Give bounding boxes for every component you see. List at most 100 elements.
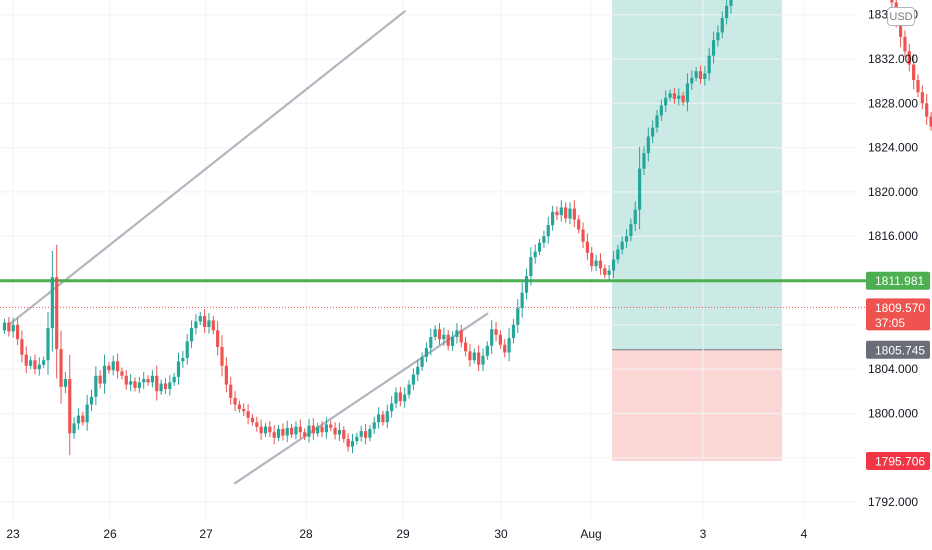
currency-selector[interactable]: USD: [887, 7, 915, 26]
candle-body: [912, 64, 916, 81]
candle-body: [163, 383, 168, 390]
candle-body: [346, 438, 350, 447]
candle-body: [224, 365, 228, 385]
position-profit-zone[interactable]: [612, 0, 782, 350]
last-price-badge-text: 1809.570: [875, 301, 925, 315]
candle-body: [359, 431, 363, 437]
candle-body: [416, 366, 420, 375]
candle-body: [616, 249, 620, 260]
candle-body: [899, 19, 903, 37]
candle-body: [633, 209, 637, 225]
level-price-badge[interactable]: [866, 271, 930, 290]
candle-body: [355, 436, 359, 442]
candle-body: [407, 384, 411, 395]
candle-body: [20, 339, 24, 355]
candle-body: [68, 379, 72, 434]
candle-body: [450, 336, 455, 346]
x-axis-tick-label: 23: [6, 527, 20, 541]
candle-body: [2, 322, 7, 331]
candle-body: [81, 415, 85, 423]
entry-price-badge-text: 1805.745: [875, 343, 925, 357]
candle-body: [33, 360, 37, 370]
candle-body: [333, 427, 337, 435]
candle-body: [76, 415, 81, 424]
candle-body: [285, 427, 289, 436]
candle-body: [690, 77, 694, 84]
candle-body: [577, 219, 581, 230]
candle-body: [11, 324, 15, 332]
candle-body: [442, 334, 446, 340]
candle-body: [546, 225, 550, 237]
candle-body: [220, 346, 224, 366]
candle-body: [233, 397, 237, 405]
candle-body: [303, 432, 307, 437]
entry-price-badge[interactable]: [866, 340, 930, 359]
y-axis-tick-label: 1792.000: [868, 495, 918, 509]
candle-body: [433, 329, 437, 337]
last-price-badge[interactable]: [866, 298, 930, 331]
candle-body: [372, 422, 376, 429]
candle-body: [176, 361, 181, 377]
candle-body: [350, 441, 355, 447]
candle-body: [85, 404, 89, 423]
candle-body: [694, 71, 698, 78]
candle-body: [129, 381, 133, 385]
y-axis-tick-label: 1800.000: [868, 406, 918, 420]
candle-body: [651, 127, 655, 137]
candle-body: [89, 396, 94, 405]
candle-body: [246, 411, 250, 418]
stop-price-badge[interactable]: [866, 451, 930, 470]
candle-body: [711, 40, 716, 56]
candle-body: [94, 375, 98, 397]
last-price-badge-text: 37:05: [875, 316, 905, 330]
candle-body: [394, 392, 398, 404]
candle-body: [716, 32, 720, 41]
candle-body: [290, 427, 294, 435]
candle-body: [307, 425, 311, 437]
candle-body: [520, 292, 524, 309]
candle-body: [142, 379, 146, 383]
candle-body: [316, 426, 320, 434]
candle-body: [551, 211, 555, 226]
x-axis-tick-label: 3: [700, 527, 707, 541]
position-loss-zone[interactable]: [612, 349, 782, 461]
x-axis-tick-label: 30: [494, 527, 508, 541]
candle-body: [276, 428, 281, 438]
trendline[interactable]: [233, 312, 489, 485]
candle-body: [620, 241, 624, 250]
x-axis-tick-label: 26: [103, 527, 117, 541]
candle-body: [659, 105, 663, 116]
candle-body: [555, 211, 559, 216]
candle-body: [537, 242, 542, 252]
candle-body: [107, 365, 111, 371]
candle-body: [137, 382, 141, 388]
x-axis-tick-label: Aug: [580, 527, 601, 541]
candle-body: [707, 55, 711, 74]
candle-body: [102, 365, 107, 384]
candle-body: [311, 425, 315, 434]
candle-body: [320, 426, 324, 433]
candle-body: [498, 334, 502, 345]
candle-body: [37, 364, 41, 370]
candle-body: [594, 260, 598, 267]
candle-body: [159, 383, 163, 392]
candle-body: [511, 324, 516, 339]
candle-body: [155, 375, 159, 392]
y-axis-tick-label: 1804.000: [868, 362, 918, 376]
y-axis-tick-label: 1832.000: [868, 52, 918, 66]
candle-body: [298, 426, 302, 433]
candle-body: [468, 351, 472, 361]
candle-body: [638, 168, 642, 210]
candle-body: [7, 322, 11, 332]
candle-body: [98, 375, 102, 384]
candle-body: [329, 424, 333, 428]
candle-body: [437, 329, 442, 340]
candle-body: [411, 374, 415, 385]
x-axis-tick-label: 4: [801, 527, 808, 541]
trendline[interactable]: [7, 10, 406, 326]
candle-body: [194, 321, 198, 329]
candle-body: [929, 116, 932, 127]
candle-body: [603, 268, 607, 275]
candle-body: [472, 352, 476, 361]
